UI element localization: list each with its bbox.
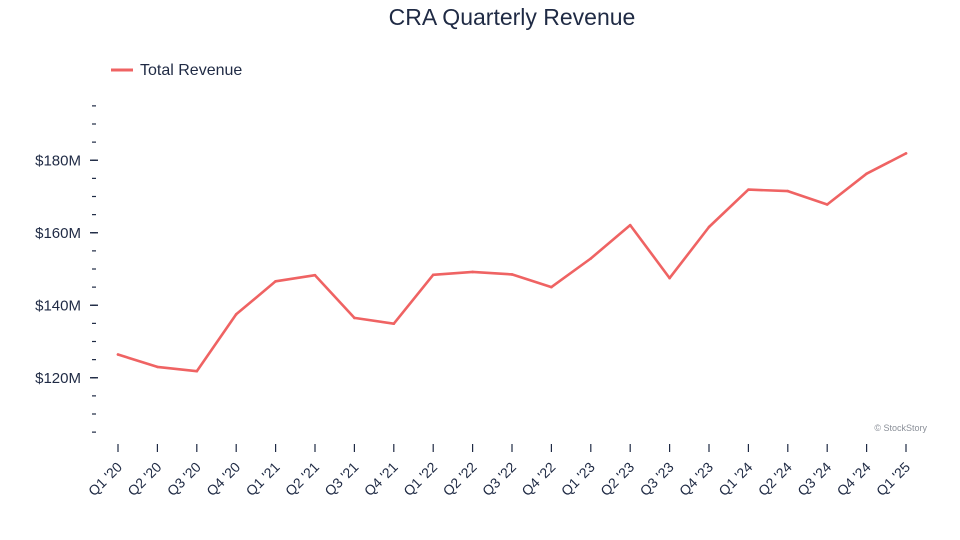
x-tick-label: Q4 '20 [203,459,243,499]
x-tick-label: Q4 '22 [518,459,558,499]
data-point [825,203,829,206]
data-point [628,223,632,227]
x-tick-label: Q1 '23 [558,459,598,499]
data-point [274,280,277,283]
watermark: © StockStory [874,423,927,433]
x-tick-label: Q3 '24 [794,459,834,499]
x-tick-label: Q4 '23 [676,459,716,499]
data-point [668,276,671,280]
x-tick-label: Q2 '23 [597,459,637,499]
y-tick-label: $140M [35,297,81,314]
series-layer [116,152,908,373]
y-tick-label: $160M [35,225,81,242]
y-axis: $120M $140M $160M $180M [35,105,98,433]
x-tick-label: Q2 '21 [282,459,322,499]
data-point [431,273,435,277]
data-point [786,189,790,193]
data-point [589,257,593,260]
data-point [510,273,514,276]
data-point [234,313,238,316]
data-point [353,316,356,320]
data-point [865,172,868,175]
x-tick-label: Q3 '21 [321,459,361,499]
legend: Total Revenue [111,62,242,79]
x-tick-label: Q3 '20 [164,459,204,499]
x-axis: Q1 '20 Q2 '20 Q3 '20 Q4 '20 Q1 '21 Q2 '21 Q3 '… [85,444,913,499]
data-point [116,353,120,356]
series-line-total-revenue [116,152,908,373]
x-tick-label: Q2 '20 [124,459,164,499]
x-tick-label: Q4 '21 [361,459,401,499]
x-tick-label: Q3 '22 [479,459,519,499]
x-tick-label: Q1 '22 [400,459,440,499]
data-point [156,365,159,369]
x-tick-label: Q2 '24 [755,459,795,499]
y-tick-label: $180M [35,152,81,169]
data-point [904,152,908,155]
x-tick-label: Q4 '24 [834,459,874,499]
data-point [707,225,711,229]
data-point [471,270,474,274]
x-tick-label: Q1 '20 [85,459,125,499]
x-tick-label: Q1 '21 [243,459,283,499]
data-point [550,285,553,289]
y-tick-label: $120M [35,370,81,387]
data-point [313,273,317,277]
x-tick-label: Q2 '22 [440,459,480,499]
data-point [195,369,199,373]
legend-label: Total Revenue [140,62,242,79]
x-tick-label: Q1 '25 [873,459,913,499]
x-tick-label: Q3 '23 [637,459,677,499]
x-tick-label: Q1 '24 [715,459,755,499]
chart-title: CRA Quarterly Revenue [389,4,636,30]
data-point [392,322,396,326]
data-point [747,188,750,191]
